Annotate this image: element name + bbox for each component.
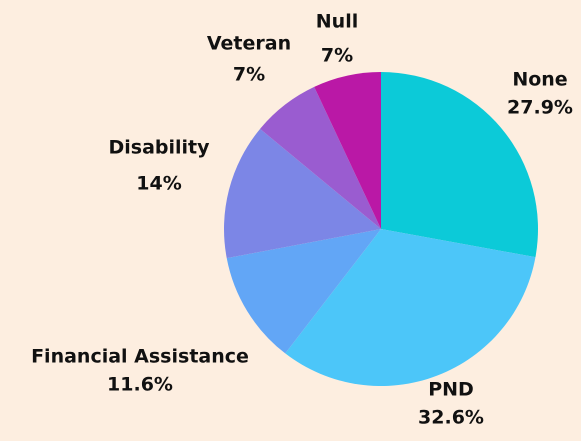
slice-value-label: 7% — [321, 45, 353, 67]
pie-slice — [381, 72, 538, 258]
slice-label: Veteran — [207, 33, 291, 55]
pie-slice — [224, 128, 381, 259]
slice-label: PND — [428, 379, 474, 401]
slice-value-label: 32.6% — [418, 407, 484, 429]
slice-label: Disability — [108, 137, 210, 159]
pie-slice — [314, 72, 381, 229]
slice-label: None — [512, 69, 567, 91]
slice-value-label: 14% — [136, 173, 181, 195]
slice-label: Financial Assistance — [31, 346, 249, 368]
slice-value-label: 7% — [233, 64, 265, 86]
pie-slice — [226, 229, 381, 354]
pie-slice — [260, 86, 381, 229]
slice-value-label: 27.9% — [507, 97, 573, 119]
slice-value-label: 11.6% — [107, 374, 173, 396]
pie-slice — [285, 229, 536, 386]
slice-label: Null — [316, 11, 358, 33]
